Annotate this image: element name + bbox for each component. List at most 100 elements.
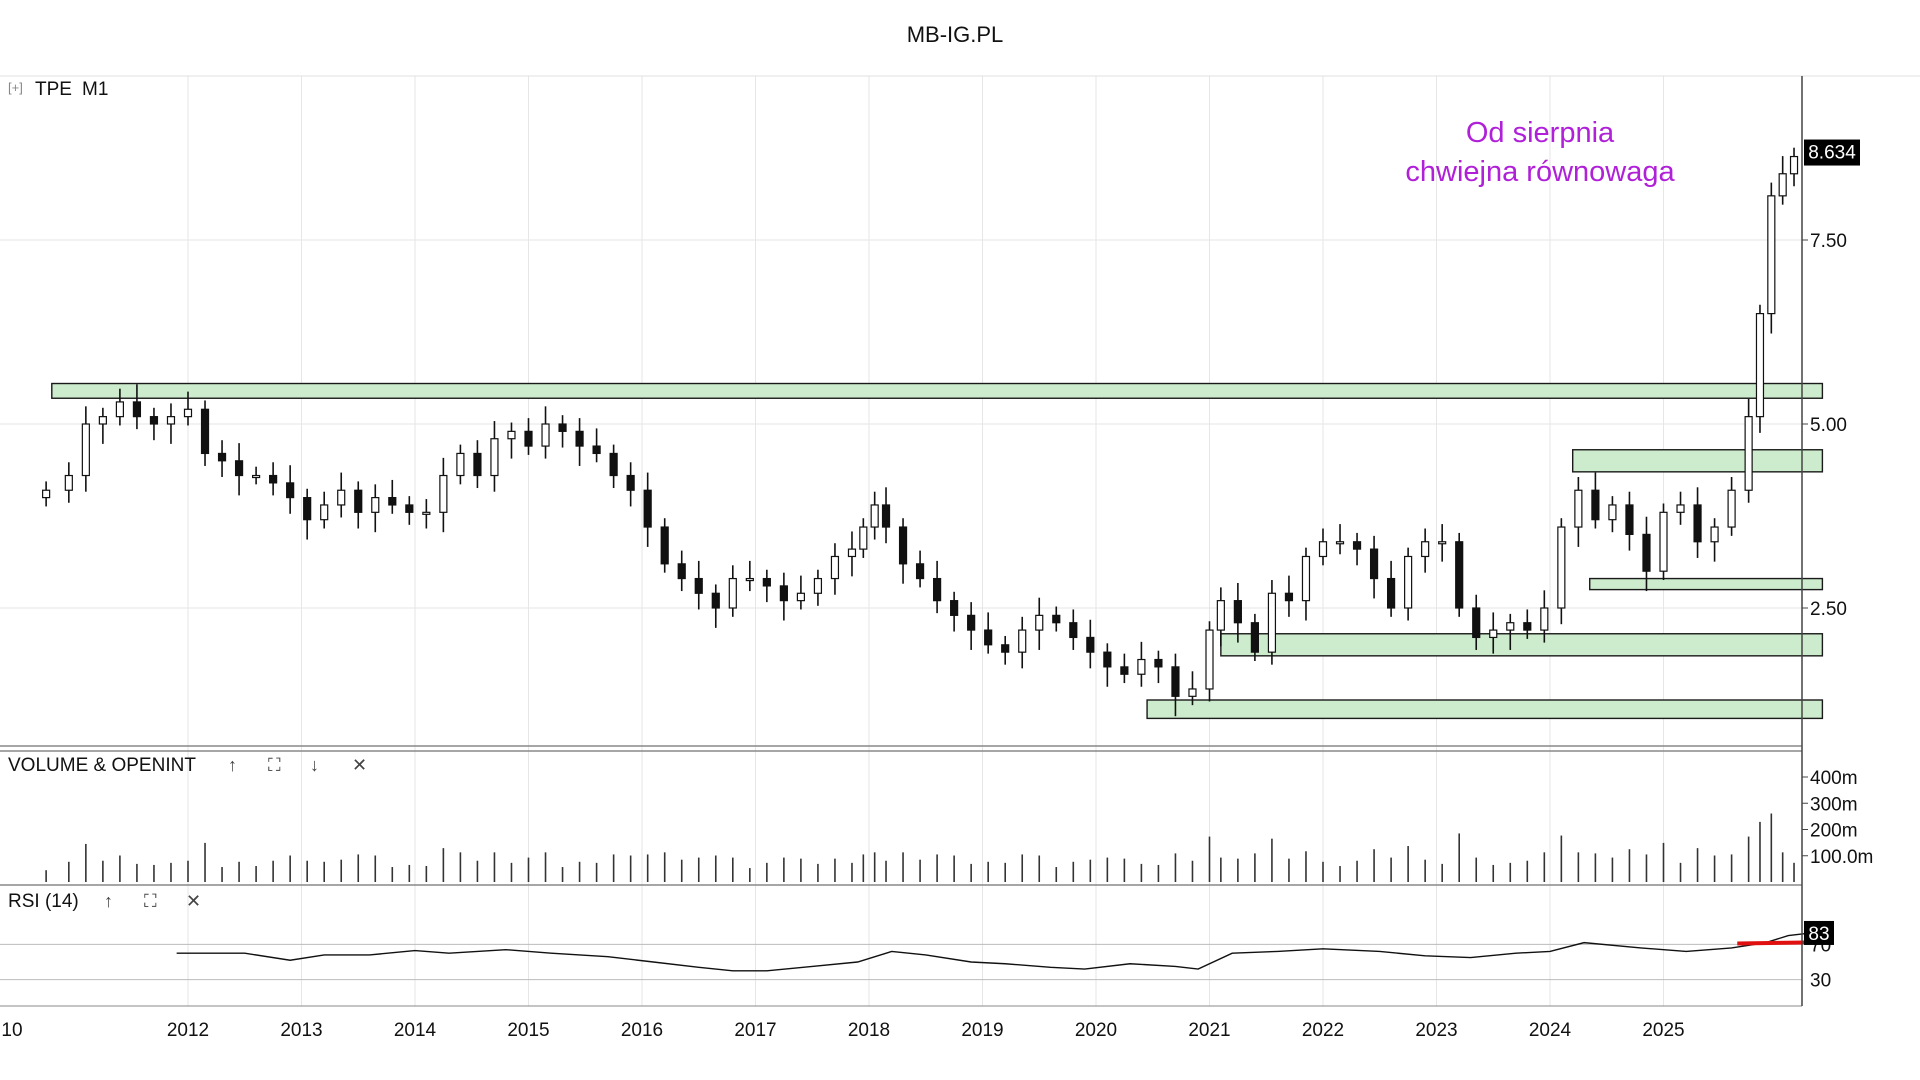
move-down-icon[interactable]: ↓ (310, 755, 319, 775)
candle-up (830, 555, 840, 580)
x-axis-label: 2021 (1188, 1020, 1230, 1041)
candle-down (286, 482, 295, 499)
move-up-icon[interactable]: ↑ (104, 891, 113, 911)
candle-up (1421, 541, 1430, 558)
candle-up (1489, 629, 1498, 639)
candle-up (728, 577, 737, 609)
x-axis-label: 2012 (167, 1020, 209, 1041)
candle-down (1001, 644, 1010, 653)
expand-panel-icon[interactable]: [+] (8, 80, 23, 95)
price-axis-label: 2.50 (1810, 599, 1847, 620)
candle-down (473, 452, 482, 477)
annotation-line-1: Od sierpnia (1465, 117, 1615, 149)
price-zone (1589, 577, 1824, 591)
candle-up (1404, 555, 1413, 609)
candle-down (354, 489, 363, 513)
candle-up (745, 577, 754, 582)
x-axis-label: 2014 (394, 1020, 437, 1041)
candle-down (1171, 666, 1180, 697)
price-zone (1571, 449, 1824, 473)
rsi-panel-title: RSI (14) (8, 891, 79, 912)
candle-down (915, 563, 925, 580)
maximize-icon[interactable]: ⛶ (144, 891, 157, 911)
candle-up (1506, 622, 1515, 631)
x-axis-label: 2018 (848, 1020, 890, 1041)
candle-up (1335, 541, 1345, 545)
candle-up (183, 408, 193, 418)
candle-down (1625, 504, 1634, 535)
candle-up (1035, 614, 1044, 631)
move-up-icon[interactable]: ↑ (228, 755, 237, 775)
x-axis-label: 2017 (734, 1020, 776, 1041)
x-axis-label: 2016 (621, 1020, 663, 1041)
candle-up (541, 423, 550, 447)
candle-up (1676, 504, 1685, 513)
candle-down (779, 585, 788, 602)
candle-down (575, 430, 584, 447)
candle-up (1574, 489, 1583, 528)
x-axis-label: 2025 (1642, 1020, 1684, 1041)
zone-layer (51, 382, 1824, 720)
candle-down (762, 577, 771, 587)
candle-down (1642, 533, 1651, 572)
candle-down (303, 497, 312, 521)
candle-up (813, 577, 823, 594)
candle-down (1103, 651, 1112, 668)
close-icon[interactable]: ✕ (352, 755, 368, 775)
candle-up (847, 548, 857, 558)
candle-down (932, 577, 942, 602)
candle-up (859, 526, 868, 550)
price-axis-label: 5.00 (1810, 415, 1847, 436)
frame-layer (0, 75, 1920, 1007)
candle-down (1455, 541, 1464, 609)
candle-up (81, 423, 90, 477)
candle-up (42, 489, 51, 499)
candle-down (660, 526, 669, 565)
candle-down (149, 416, 159, 425)
last-price-tag (1804, 139, 1860, 166)
rsi-axis-label: 30 (1810, 971, 1831, 992)
candle-down (984, 629, 993, 646)
volume-axis-label: 400m (1810, 768, 1858, 789)
candle-down (1120, 666, 1129, 675)
candle-down (881, 504, 891, 528)
candle-down (1352, 541, 1362, 550)
candle-up (1659, 511, 1668, 572)
symbol-label: TPE (35, 79, 72, 100)
volume-axis-label: 100.0m (1810, 847, 1873, 868)
candle-down (405, 504, 414, 513)
candle-down (592, 445, 601, 455)
candle-up (1540, 607, 1549, 631)
annotation-line-2: chwiejna równowaga (1405, 156, 1675, 188)
rsi-line (176, 932, 1812, 972)
close-icon[interactable]: ✕ (186, 891, 202, 911)
candle-down (1052, 614, 1061, 624)
rsi-value-tag (1804, 920, 1834, 945)
candle-down (1233, 600, 1242, 624)
candle-layer (42, 147, 1799, 717)
maximize-icon[interactable]: ⛶ (268, 755, 281, 775)
candle-up (1778, 173, 1787, 197)
price-zone (51, 382, 1824, 399)
candle-down (269, 474, 278, 484)
candle-up (1438, 541, 1447, 545)
candle-up (422, 511, 431, 515)
candle-down (217, 452, 227, 462)
candle-down (643, 489, 652, 528)
candle-down (234, 460, 244, 477)
candle-down (558, 423, 567, 432)
rsi-value-label: 83 (1808, 924, 1829, 945)
x-axis-label: 2024 (1529, 1020, 1572, 1041)
candle-up (456, 452, 465, 477)
chart-page-title: MB-IG.PL (906, 22, 1004, 47)
candle-down (1250, 622, 1260, 653)
candle-down (132, 401, 142, 418)
candle-down (626, 474, 635, 491)
candle-up (166, 416, 176, 425)
candle-up (870, 504, 879, 528)
candle-up (507, 430, 516, 440)
candle-up (98, 416, 107, 425)
x-axis-label: 2015 (507, 1020, 549, 1041)
candle-up (64, 474, 73, 491)
